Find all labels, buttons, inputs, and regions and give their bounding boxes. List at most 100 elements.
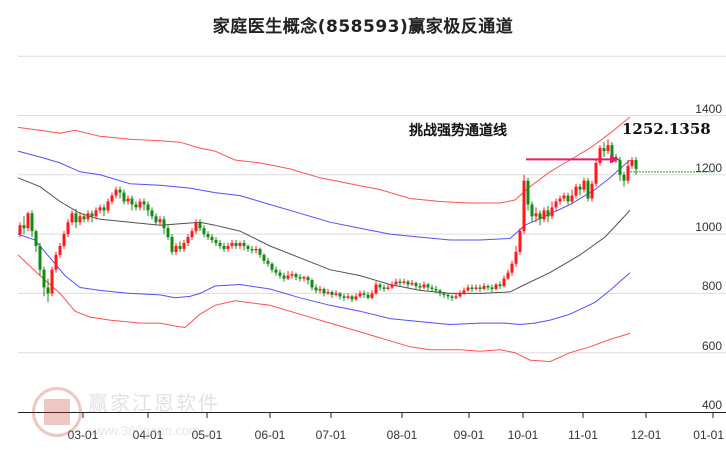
candle-down [82, 216, 86, 220]
candle-down [450, 296, 454, 298]
candle-down [178, 245, 182, 249]
candle-up [358, 293, 362, 297]
candle-down [198, 222, 202, 229]
candle-up [514, 251, 518, 264]
lower-inner-band-line [17, 233, 631, 326]
x-tick-label: 04-01 [132, 428, 164, 442]
candle-down [42, 269, 46, 288]
candle-down [382, 287, 386, 289]
candle-down [406, 281, 410, 285]
candle-up [158, 219, 162, 223]
candle-up [542, 210, 546, 220]
candle-up [334, 293, 338, 295]
candle-up [462, 290, 466, 294]
candle-up [390, 284, 394, 288]
candle-down [530, 204, 534, 217]
candle-down [322, 288, 326, 294]
candle-up [454, 296, 458, 298]
candle-down [234, 242, 238, 246]
candle-up [346, 296, 350, 298]
x-tick-label: 05-01 [191, 428, 223, 442]
candle-down [414, 283, 418, 286]
candle-up [26, 213, 30, 229]
y-tick-label: 1200 [695, 160, 722, 175]
candle-down [378, 284, 382, 288]
candle-down [446, 294, 450, 297]
candle-down [306, 277, 310, 281]
y-tick-label: 400 [701, 398, 722, 412]
candle-up [474, 287, 478, 289]
candle-up [394, 281, 398, 285]
candle-down [130, 198, 134, 205]
candle-up [534, 213, 538, 217]
candle-up [466, 287, 470, 291]
candle-up [598, 148, 602, 163]
candle-up [190, 231, 194, 238]
candle-down [22, 225, 26, 229]
chart-title: 家庭医生概念(858593)赢家极反通道 [212, 17, 514, 37]
candle-down [398, 281, 402, 284]
x-tick-label: 01-01 [693, 428, 724, 442]
candle-up [570, 195, 574, 202]
candle-down [270, 263, 274, 270]
candle-up [174, 245, 178, 252]
candle-up [50, 269, 54, 294]
candle-down [362, 293, 366, 295]
challenge-channel-label: 挑战强势通道线 [409, 123, 507, 139]
candle-down [74, 213, 78, 223]
candle-down [118, 189, 122, 193]
candle-up [62, 234, 66, 246]
candle-up [238, 242, 242, 246]
candle-down [330, 291, 334, 295]
candle-down [46, 287, 50, 294]
candle-down [282, 275, 286, 279]
candle-up [482, 285, 486, 289]
candle-up [518, 231, 522, 252]
candle-down [526, 180, 530, 205]
candle-down [586, 180, 590, 199]
candle-up [58, 245, 62, 255]
candle-up [230, 242, 234, 246]
candle-up [626, 165, 630, 181]
candle-up [114, 189, 118, 196]
x-tick-label: 10-01 [507, 428, 539, 442]
candle-up [318, 288, 322, 291]
candle-up [94, 210, 98, 217]
candle-down [134, 204, 138, 208]
candle-down [546, 210, 550, 217]
candle-up [374, 284, 378, 294]
candle-down [426, 284, 430, 288]
y-tick-label: 800 [701, 279, 722, 294]
candle-up [290, 274, 294, 276]
candle-up [182, 242, 186, 249]
candle-down [538, 213, 542, 220]
candle-down [38, 245, 42, 270]
candle-down [366, 294, 370, 298]
candle-up [458, 293, 462, 297]
candle-down [170, 237, 174, 252]
candle-down [142, 201, 146, 205]
candle-down [102, 207, 106, 211]
candle-up [594, 162, 598, 184]
y-tick-label: 600 [701, 338, 722, 353]
candle-up [558, 198, 562, 202]
candle-up [354, 296, 358, 300]
mid-line-line [17, 177, 631, 294]
candle-down [146, 204, 150, 211]
candle-down [350, 296, 354, 300]
candle-down [338, 293, 342, 297]
candle-up [522, 180, 526, 232]
candle-up [590, 183, 594, 199]
candle-up [574, 186, 578, 196]
candle-up [106, 201, 110, 211]
candle-down [470, 287, 474, 289]
candle-down [90, 213, 94, 217]
candle-down [150, 210, 154, 217]
candle-up [86, 213, 90, 220]
candle-down [162, 219, 166, 229]
lower-outer-band-line [17, 254, 631, 363]
x-tick-label: 06-01 [254, 428, 286, 442]
candle-down [298, 277, 302, 279]
candle-down [246, 245, 250, 249]
x-tick-label: 09-01 [453, 428, 485, 442]
